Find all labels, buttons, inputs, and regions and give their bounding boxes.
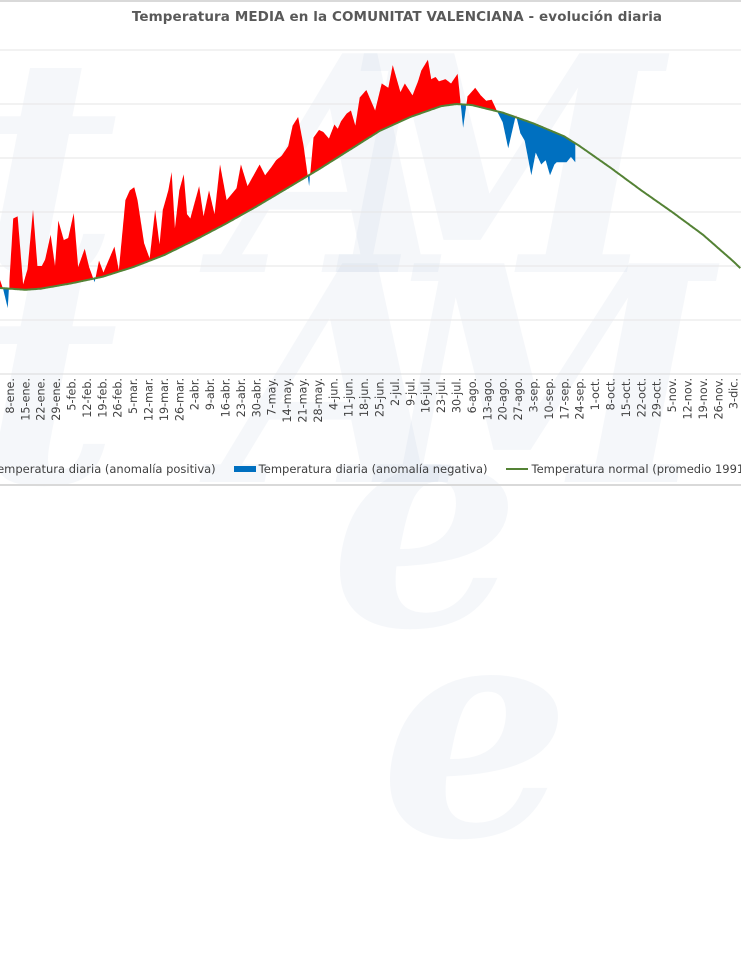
x-tick-label: 14-may. xyxy=(281,378,294,423)
x-tick-label: 15-oct. xyxy=(620,378,633,417)
x-tick-label: 21-may. xyxy=(297,378,310,423)
x-tick-label: 16-abr. xyxy=(220,378,233,417)
x-tick-label: 12-nov. xyxy=(682,378,695,420)
x-tick-label: 30-jul. xyxy=(451,378,464,413)
x-tick-label: 25-jun. xyxy=(374,378,387,417)
x-tick-label: 22-ene. xyxy=(35,378,48,421)
x-tick-label: 11-jun. xyxy=(343,378,356,417)
legend-label-negative: Temperatura diaria (anomalía negativa) xyxy=(258,462,488,476)
x-tick-label: 26-nov. xyxy=(712,378,725,420)
legend-label-normal: Temperatura normal (promedio 1991-2020) xyxy=(531,462,741,476)
legend-item-negative: Temperatura diaria (anomalía negativa) xyxy=(233,462,488,476)
legend-item-normal: Temperatura normal (promedio 1991-2020) xyxy=(505,462,741,476)
x-tick-label: 3-sep. xyxy=(528,378,541,413)
x-tick-label: 1-oct. xyxy=(589,378,602,410)
x-tick-label: 19-mar. xyxy=(158,378,171,421)
x-tick-label: 19-feb. xyxy=(96,378,109,418)
x-tick-label: 18-jun. xyxy=(358,378,371,417)
chart-plot: 8-ene. 15-ene. 22-ene. 29-ene. 5-feb. 12-feb.… xyxy=(0,49,741,423)
negative-anomaly-area xyxy=(497,111,516,149)
x-tick-label: 9-abr. xyxy=(204,378,217,410)
x-tick-label: 24-sep. xyxy=(574,378,587,420)
x-tick-label: 16-jul. xyxy=(420,378,433,413)
x-tick-label: 7-may. xyxy=(266,378,279,416)
negative-anomaly-area xyxy=(460,104,466,128)
top-border xyxy=(0,0,741,2)
x-tick-label: 5-feb. xyxy=(66,378,79,411)
positive-anomaly-area xyxy=(310,59,461,175)
x-tick-label: 19-nov. xyxy=(697,378,710,420)
x-tick-label: 13-ago. xyxy=(481,378,494,420)
x-axis-tick-labels: 8-ene. 15-ene. 22-ene. 29-ene. 5-feb. 12-feb.… xyxy=(4,378,741,423)
x-tick-label: 8-ene. xyxy=(4,378,17,414)
x-tick-label: 2-jul. xyxy=(389,378,402,406)
x-tick-label: 12-feb. xyxy=(81,378,94,418)
x-tick-label: 27-ago. xyxy=(512,378,525,420)
x-tick-label: 9-jul. xyxy=(404,378,417,406)
x-tick-label: 17-sep. xyxy=(558,378,571,420)
x-tick-label: 8-oct. xyxy=(605,378,618,410)
gridlines xyxy=(0,49,741,321)
chart-frame: t A M e t A M e t 8-ene.15-ene.22-ene.29… xyxy=(0,0,741,486)
x-tick-label: 2-abr. xyxy=(189,378,202,410)
x-tick-label: 10-sep. xyxy=(543,378,556,420)
negative-anomaly-area xyxy=(3,288,9,309)
x-tick-label: 3-dic. xyxy=(728,378,741,409)
x-tick-label: 28-may. xyxy=(312,378,325,423)
negative-anomaly-area xyxy=(517,117,576,176)
x-tick-label: 23-abr. xyxy=(235,378,248,417)
legend-item-positive: Temperatura diaria (anomalía positiva) xyxy=(0,462,216,476)
x-tick-label: 26-mar. xyxy=(173,378,186,421)
x-tick-label: 15-ene. xyxy=(19,378,32,421)
bottom-border xyxy=(0,484,741,486)
positive-anomaly-area xyxy=(9,209,93,290)
chart-title: Temperatura MEDIA en la COMUNITAT VALENC… xyxy=(131,9,663,25)
x-tick-label: 29-ene. xyxy=(50,378,63,421)
positive-anomaly-area xyxy=(95,117,308,279)
x-tick-label: 26-feb. xyxy=(112,378,125,418)
x-tick-label: 5-nov. xyxy=(666,378,679,412)
x-tick-label: 29-oct. xyxy=(651,378,664,417)
anomaly-areas xyxy=(0,59,576,309)
x-tick-label: 30-abr. xyxy=(250,378,263,417)
x-tick-label: 12-mar. xyxy=(143,378,156,421)
legend-swatch-negative xyxy=(233,466,256,472)
negative-anomaly-area xyxy=(308,174,310,187)
x-tick-label: 22-oct. xyxy=(635,378,648,417)
legend-label-positive: Temperatura diaria (anomalía positiva) xyxy=(0,462,216,476)
x-tick-label: 20-ago. xyxy=(497,378,510,420)
legend-swatch-normal xyxy=(505,468,528,470)
positive-anomaly-area xyxy=(0,280,3,289)
x-tick-label: 23-jul. xyxy=(435,378,448,413)
x-tick-label: 4-jun. xyxy=(327,378,340,410)
x-tick-label: 6-ago. xyxy=(466,378,479,413)
x-tick-label: 5-mar. xyxy=(127,378,140,414)
normal-temperature-line xyxy=(0,102,741,291)
chart-legend: Temperatura diaria (anomalía positiva) T… xyxy=(0,462,741,476)
